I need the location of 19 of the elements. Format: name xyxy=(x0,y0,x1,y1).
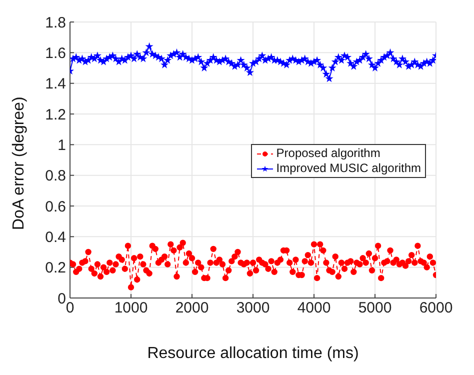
y-tick-label: 0.4 xyxy=(45,228,66,246)
y-tick-label: 1.2 xyxy=(45,106,66,124)
legend-label: Proposed algorithm xyxy=(276,146,380,161)
y-tick-label: 1.6 xyxy=(45,44,66,62)
y-tick-label: 1 xyxy=(58,136,66,154)
y-tick-label: 0.8 xyxy=(45,168,66,185)
legend-label: Improved MUSIC algorithm xyxy=(276,161,421,176)
x-axis-title: Resource allocation time (ms) xyxy=(147,345,359,362)
x-tick-label: 6000 xyxy=(419,300,453,317)
x-tick-label: 2000 xyxy=(175,300,209,317)
x-tick-label: 3000 xyxy=(236,300,270,317)
y-tick-label: 1.4 xyxy=(45,76,66,93)
x-tick-label: 4000 xyxy=(297,300,331,317)
y-axis-title: DoA error (degree) xyxy=(10,96,28,230)
x-tick-label: 1000 xyxy=(114,300,148,317)
y-tick-label: 0.2 xyxy=(45,260,66,277)
y-tick-label: 0.6 xyxy=(45,198,66,216)
x-tick-label: 5000 xyxy=(358,300,392,317)
y-tick-label: 1.8 xyxy=(45,14,66,32)
